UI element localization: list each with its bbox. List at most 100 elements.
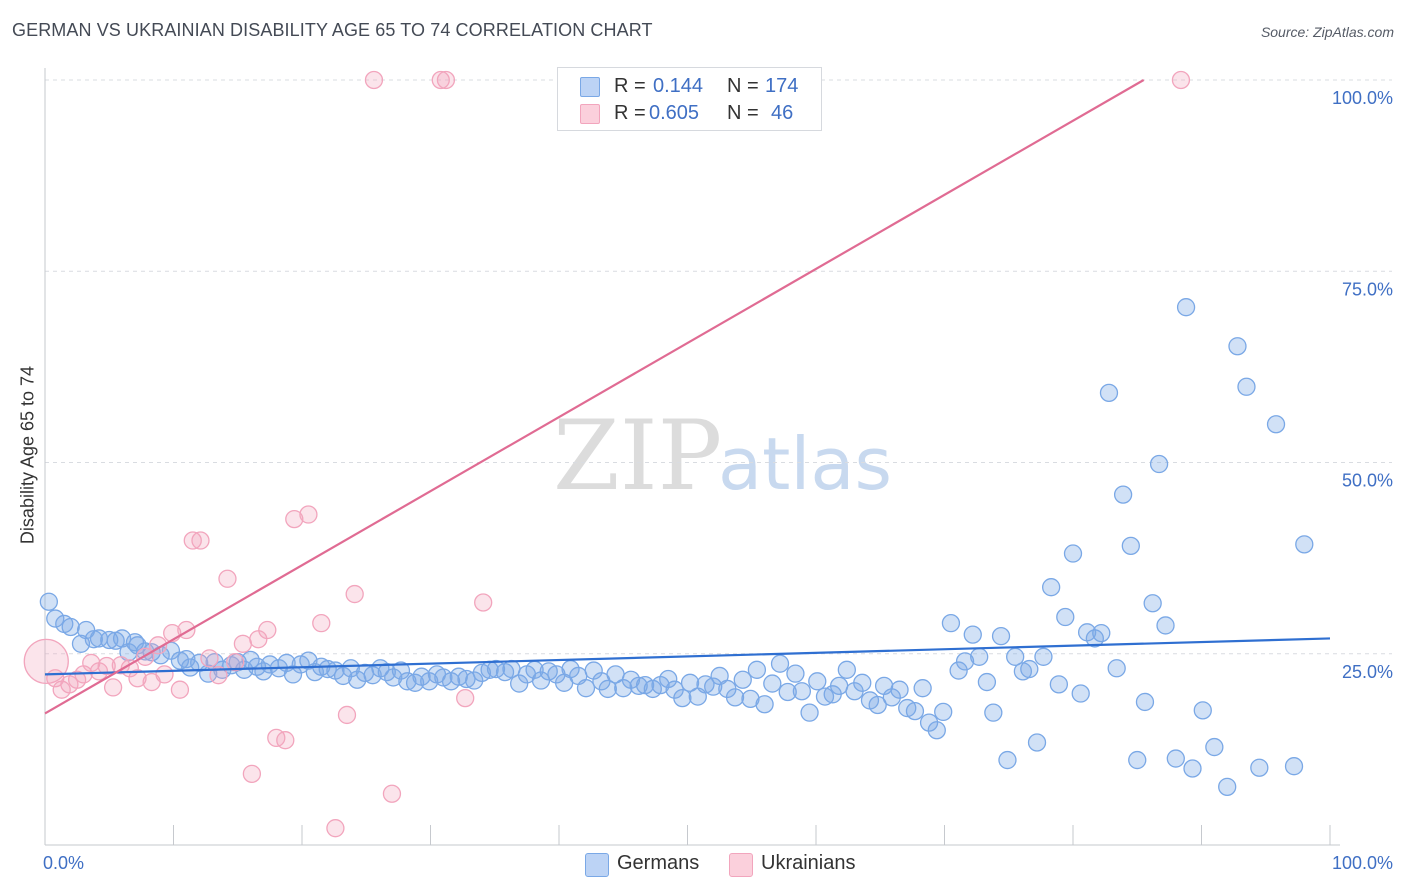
german-point bbox=[868, 695, 887, 715]
ukrainian-point bbox=[299, 505, 318, 524]
german-point bbox=[853, 673, 872, 692]
watermark-atlas: atlas bbox=[718, 422, 892, 506]
german-point bbox=[1063, 544, 1083, 563]
german-point bbox=[1020, 659, 1039, 679]
ukrainian-point bbox=[183, 531, 202, 550]
german-point bbox=[1228, 337, 1247, 356]
axes bbox=[44, 68, 1340, 846]
legend-swatch-ukrainians bbox=[580, 104, 600, 124]
german-point bbox=[998, 750, 1017, 770]
german-point bbox=[576, 679, 596, 698]
german-point bbox=[1284, 757, 1304, 776]
ukrainian-point bbox=[200, 649, 219, 668]
ukrainian-point bbox=[170, 680, 190, 699]
y-tick-label: 50.0% bbox=[1342, 471, 1393, 491]
legend-n-label: N = bbox=[727, 102, 759, 124]
german-point bbox=[778, 682, 797, 702]
ukrainian-point bbox=[276, 731, 295, 750]
ukrainian-point bbox=[226, 653, 245, 672]
german-point bbox=[1166, 749, 1185, 768]
german-point bbox=[125, 633, 145, 652]
german-point bbox=[955, 652, 975, 671]
german-point bbox=[333, 666, 353, 686]
bottom-legend-label-ukrainians: Ukrainians bbox=[761, 852, 856, 874]
x-tick-labels: 0.0% 100.0% bbox=[43, 853, 1393, 873]
german-point bbox=[1193, 701, 1212, 720]
y-tick-label: 75.0% bbox=[1342, 279, 1393, 299]
legend-r-value-germans: 0.144 bbox=[653, 75, 704, 97]
ukrainian-point bbox=[128, 669, 147, 688]
german-point bbox=[84, 630, 103, 649]
x-tick-label-min: 0.0% bbox=[43, 853, 84, 873]
bottom-legend-swatch-ukrainians bbox=[729, 853, 753, 877]
german-point bbox=[890, 680, 909, 699]
german-point bbox=[181, 658, 200, 677]
ukrainian-point bbox=[23, 638, 69, 685]
watermark-zip: ZIP bbox=[553, 400, 722, 512]
german-point bbox=[1149, 454, 1169, 474]
german-point bbox=[598, 679, 617, 699]
german-point bbox=[629, 676, 648, 696]
y-tick-labels: 25.0% 50.0% 75.0% 100.0% bbox=[1332, 88, 1393, 682]
german-point bbox=[977, 672, 997, 692]
ukrainian-point bbox=[474, 593, 493, 612]
german-point bbox=[170, 651, 190, 670]
german-point bbox=[1056, 607, 1075, 627]
german-point bbox=[763, 674, 782, 693]
german-point bbox=[659, 669, 678, 689]
german-point bbox=[341, 659, 360, 678]
german-point bbox=[800, 703, 819, 722]
legend-r-value-ukrainians: 0.605 bbox=[649, 102, 700, 124]
german-point bbox=[941, 614, 961, 633]
german-point bbox=[1266, 415, 1286, 434]
stats-legend: R = 0.144 N = 174 R = 0.605 N = 46 bbox=[557, 67, 822, 131]
legend-n-label: N = bbox=[727, 75, 759, 97]
german-point bbox=[457, 669, 476, 689]
german-point bbox=[913, 679, 932, 698]
ukrainians-points bbox=[23, 70, 1191, 838]
chart-title: GERMAN VS UKRAINIAN DISABILITY AGE 65 TO… bbox=[12, 20, 653, 40]
german-point bbox=[283, 665, 303, 684]
german-point bbox=[725, 688, 745, 707]
german-point bbox=[829, 676, 849, 696]
german-point bbox=[1049, 675, 1069, 694]
german-point bbox=[934, 702, 953, 722]
german-point bbox=[770, 654, 790, 673]
germans-trend-line bbox=[44, 637, 1331, 676]
german-point bbox=[1237, 377, 1256, 396]
german-point bbox=[786, 664, 805, 683]
german-point bbox=[1027, 733, 1047, 752]
watermark: ZIP atlas bbox=[553, 400, 892, 512]
german-point bbox=[927, 721, 946, 740]
german-point bbox=[1099, 383, 1119, 403]
ukrainian-point bbox=[431, 70, 450, 90]
legend-r-label: R = bbox=[614, 102, 646, 124]
german-point bbox=[1143, 594, 1162, 613]
german-point bbox=[1156, 616, 1175, 635]
ukrainian-point bbox=[1171, 70, 1191, 90]
ukrainian-point bbox=[364, 70, 384, 90]
german-point bbox=[1250, 758, 1269, 777]
ukrainian-point bbox=[285, 509, 304, 529]
ukrainian-point bbox=[345, 584, 364, 604]
ukrainian-point bbox=[155, 665, 174, 684]
y-tick-label: 25.0% bbox=[1342, 662, 1393, 682]
german-point bbox=[1042, 578, 1061, 597]
german-point bbox=[808, 672, 827, 691]
trend-lines bbox=[44, 79, 1331, 715]
german-point bbox=[741, 689, 760, 709]
ukrainian-point bbox=[103, 678, 123, 697]
german-point bbox=[984, 703, 1003, 722]
ukrainian-point bbox=[436, 70, 456, 90]
bottom-legend-swatch-germans bbox=[585, 853, 609, 877]
german-point bbox=[905, 701, 925, 721]
grid-lines bbox=[45, 79, 1392, 655]
legend-n-value-ukrainians: 46 bbox=[771, 102, 794, 124]
german-point bbox=[991, 627, 1011, 646]
german-point bbox=[1218, 777, 1237, 797]
german-point bbox=[970, 647, 989, 666]
bottom-legend-label-germans: Germans bbox=[617, 852, 700, 874]
german-point bbox=[1113, 485, 1133, 504]
ukrainian-point bbox=[191, 531, 210, 550]
